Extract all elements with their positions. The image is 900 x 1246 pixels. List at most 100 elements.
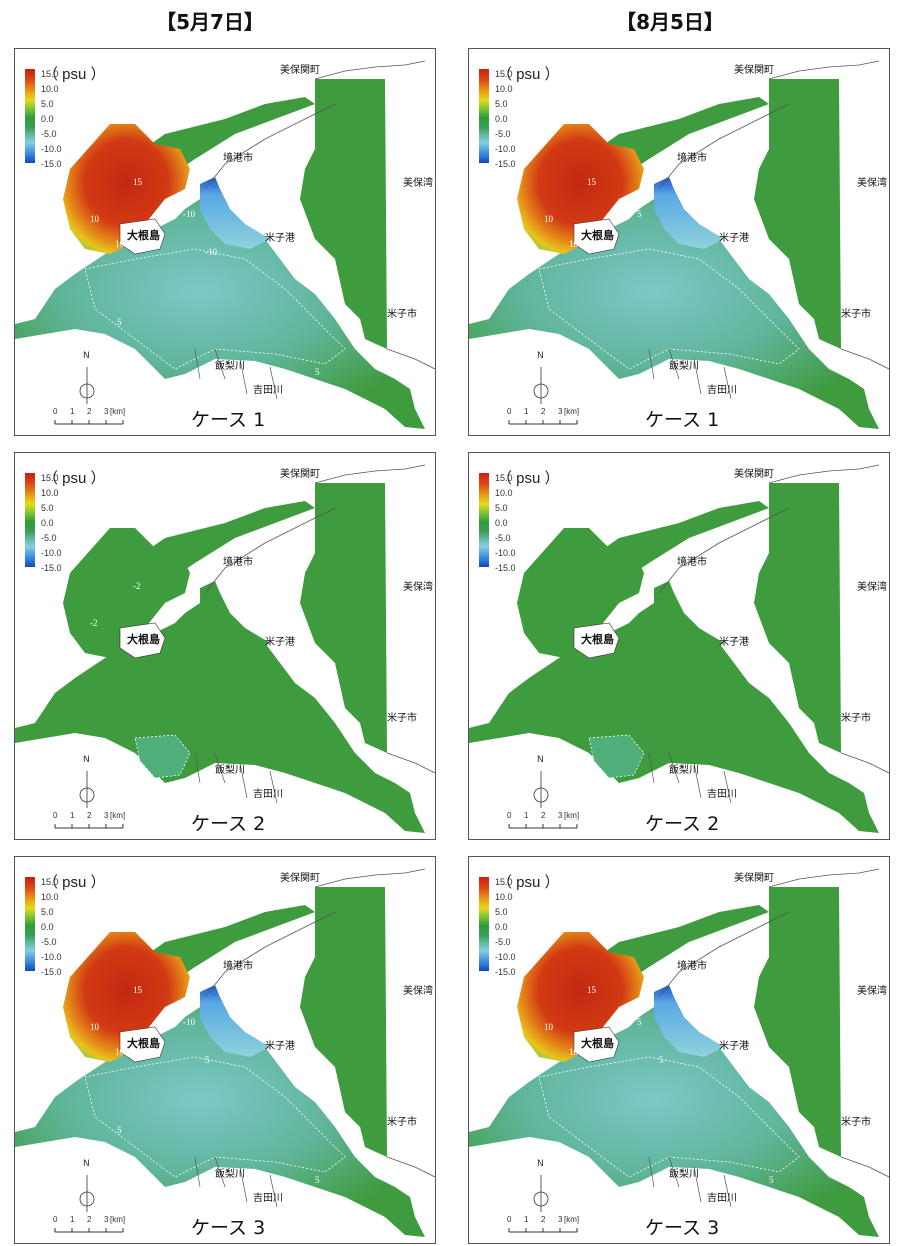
legend-color-bar	[25, 877, 35, 971]
scale-tick-label: 1	[70, 811, 75, 820]
contour-label: 10	[115, 1047, 124, 1057]
color-legend: （ psu ） 15.0 10.0 5.0 0.0 -5.0 -10.0 -15.0	[25, 467, 106, 577]
color-legend: （ psu ） 15.0 10.0 5.0 0.0 -5.0 -10.0 -15.0	[25, 63, 106, 173]
place-label-daikonjima: 大根島	[581, 633, 614, 646]
legend-color-bar	[479, 69, 489, 163]
salinity-map	[15, 868, 435, 1237]
legend-tick-label: 5.0	[41, 907, 54, 917]
scale-tick-label: 2	[541, 811, 546, 820]
legend-tick-label: 0.0	[41, 518, 54, 528]
contour-label: 5	[637, 1017, 642, 1027]
coastline-north	[204, 911, 336, 998]
place-label-mihoseki: 美保関町	[734, 873, 774, 884]
river-lines	[194, 348, 278, 400]
legend-color-bar	[479, 877, 489, 971]
place-label-miho-bay: 美保湾	[857, 986, 887, 997]
legend-tick-label: -15.0	[41, 563, 62, 573]
legend-tick-label: 0.0	[41, 114, 54, 124]
scale-tick-label: 0	[53, 811, 58, 820]
legend-tick-label: 5.0	[41, 503, 54, 513]
contour-label: 5	[205, 1055, 210, 1065]
case-label: ケース 2	[645, 813, 720, 835]
coastline-north	[658, 103, 790, 190]
legend-unit: （ psu ）	[43, 874, 106, 891]
north-label: N	[537, 755, 544, 765]
legend-tick-label: -5.0	[495, 533, 511, 543]
salinity-map	[469, 60, 889, 429]
place-label-yonago-city: 米子市	[841, 309, 871, 320]
place-label-daikonjima: 大根島	[581, 1037, 614, 1050]
north-label: N	[83, 755, 90, 765]
contour-label: 10	[115, 239, 124, 249]
legend-tick-label: 0.0	[495, 518, 508, 528]
legend-tick-label: 15.0	[41, 473, 59, 483]
daikonjima-island	[573, 622, 620, 659]
legend-tick-label: -5.0	[41, 129, 57, 139]
salinity-map	[15, 60, 435, 429]
place-label-yonago-city: 米子市	[387, 309, 417, 320]
place-label-daikonjima: 大根島	[127, 229, 160, 242]
coastline-north	[204, 507, 336, 594]
scale-unit: [km]	[110, 1215, 126, 1224]
contour-label: 5	[637, 209, 642, 219]
contour-label: -10	[183, 1017, 195, 1027]
legend-unit: （ psu ）	[497, 874, 560, 891]
contour-label: 10	[569, 239, 578, 249]
legend-tick-label: 0.0	[495, 922, 508, 932]
scale-tick-label: 1	[524, 811, 529, 820]
place-label-iinashi-river: 飯梨川	[215, 765, 245, 776]
place-label-miho-bay: 美保湾	[857, 582, 887, 593]
place-label-sakaiminato: 境港市	[677, 557, 707, 568]
north-lobe-area	[63, 124, 190, 254]
place-label-miho-bay: 美保湾	[403, 986, 433, 997]
place-label-mihoseki: 美保関町	[734, 65, 774, 76]
scale-tick-label: 0	[507, 1215, 512, 1224]
salinity-map	[469, 868, 889, 1237]
contour-label: -10	[183, 209, 195, 219]
place-label-sakaiminato: 境港市	[677, 961, 707, 972]
contour-line-5	[538, 248, 800, 370]
scale-tick-label: 2	[87, 1215, 92, 1224]
port-channel-area	[654, 581, 724, 653]
legend-tick-label: 10.0	[41, 488, 59, 498]
scale-tick-label: 2	[541, 1215, 546, 1224]
case-label: ケース 1	[645, 409, 720, 431]
place-label-yoshida-river: 吉田川	[253, 789, 283, 800]
contour-label: 10	[90, 214, 99, 224]
legend-tick-label: -10.0	[495, 548, 516, 558]
place-label-yonago-port: 米子港	[265, 637, 295, 648]
place-label-yonago-port: 米子港	[719, 1041, 749, 1052]
color-legend: （ psu ） 15.0 10.0 5.0 0.0 -5.0 -10.0 -15.0	[25, 871, 106, 981]
salinity-map	[15, 464, 435, 833]
place-label-daikonjima: 大根島	[127, 633, 160, 646]
scale-tick-label: 3	[558, 811, 563, 820]
north-label: N	[83, 1159, 90, 1169]
port-channel-area	[654, 177, 724, 249]
scale-unit: [km]	[564, 811, 580, 820]
place-label-yonago-port: 米子港	[719, 637, 749, 648]
legend-color-bar	[479, 473, 489, 567]
place-label-yonago-port: 米子港	[265, 233, 295, 244]
river-lines	[648, 348, 732, 400]
contour-label: -10	[205, 247, 217, 257]
place-label-yoshida-river: 吉田川	[707, 789, 737, 800]
contour-line-5	[84, 248, 346, 370]
north-label: N	[537, 351, 544, 361]
legend-tick-label: -5.0	[495, 129, 511, 139]
place-label-yonago-port: 米子港	[265, 1041, 295, 1052]
north-lobe-area	[63, 932, 190, 1062]
legend-unit: （ psu ）	[497, 66, 560, 83]
north-label: N	[537, 1159, 544, 1169]
place-label-miho-bay: 美保湾	[857, 178, 887, 189]
scale-tick-label: 3	[558, 1215, 563, 1224]
place-label-yonago-city: 米子市	[387, 1117, 417, 1128]
place-label-iinashi-river: 飯梨川	[669, 765, 699, 776]
place-label-sakaiminato: 境港市	[677, 153, 707, 164]
contour-line-5	[84, 1056, 346, 1178]
contour-label: -2	[90, 618, 98, 628]
lake-area	[15, 603, 425, 833]
place-label-yonago-city: 米子市	[841, 1117, 871, 1128]
river-lines	[648, 752, 732, 804]
legend-tick-label: -10.0	[41, 548, 62, 558]
coastline	[314, 868, 435, 1178]
